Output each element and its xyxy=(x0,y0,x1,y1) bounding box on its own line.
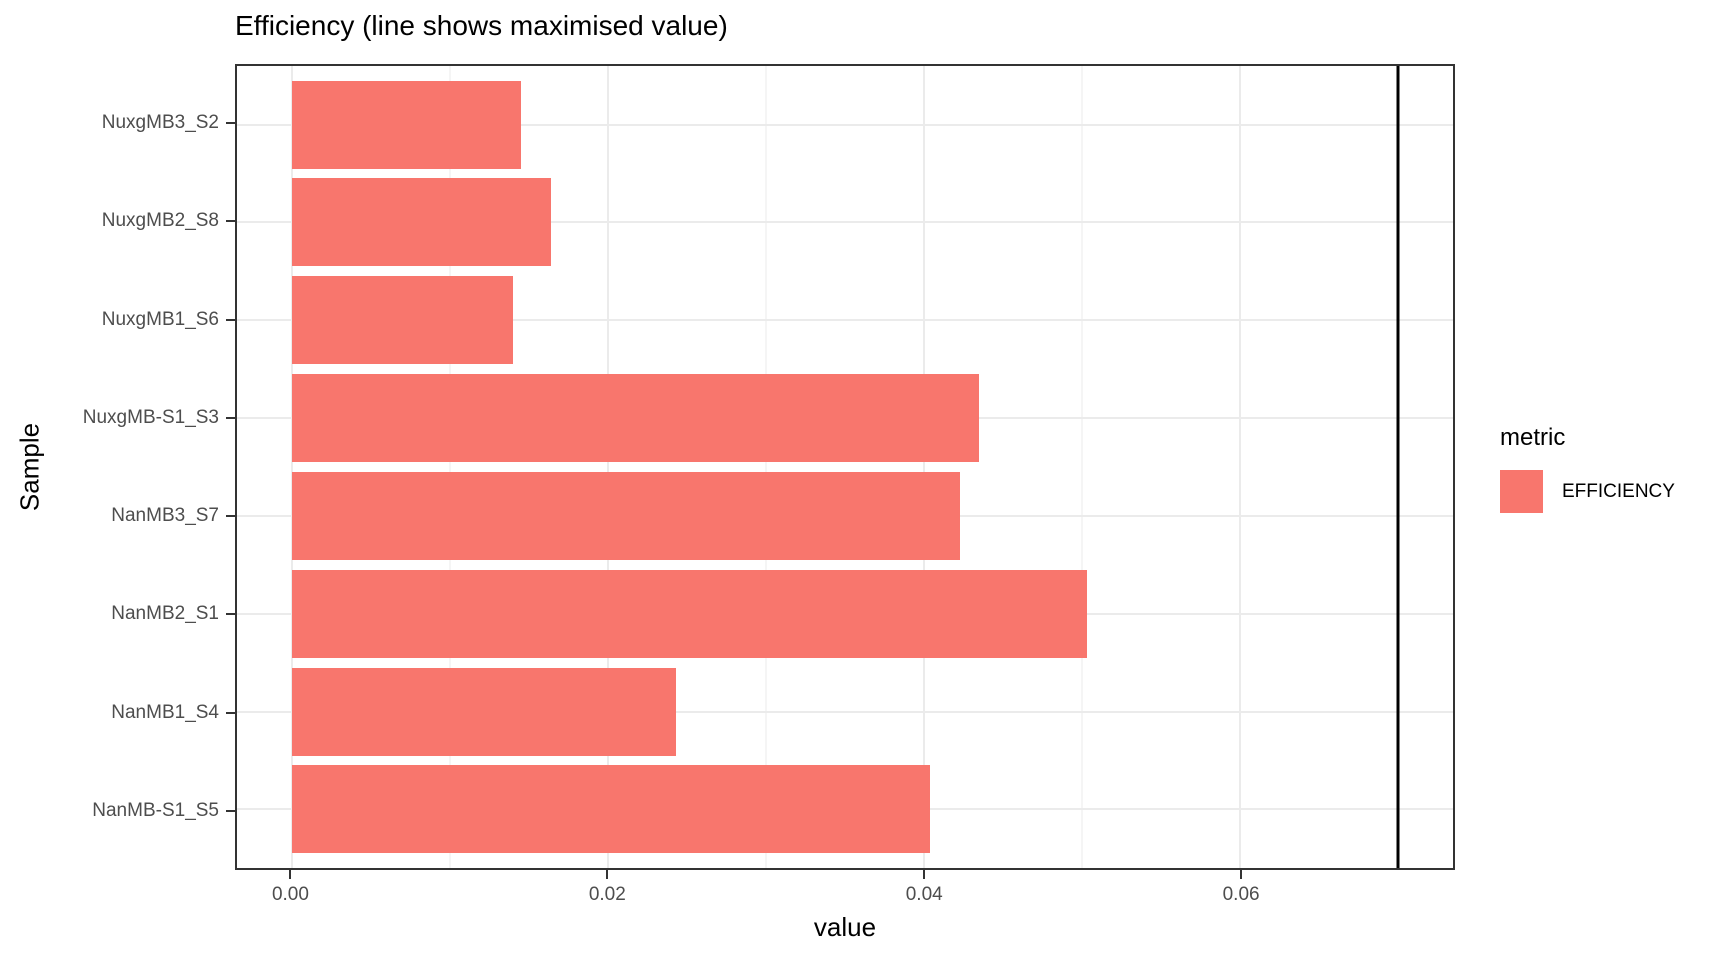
reference-line xyxy=(1396,66,1400,868)
bar-NanMB2_S1 xyxy=(292,569,1087,658)
x-axis-title: value xyxy=(813,912,877,942)
x-tick-mark xyxy=(606,870,609,879)
y-tick-mark xyxy=(226,810,235,813)
y-tick-label: NanMB3_S7 xyxy=(111,505,219,527)
y-tick-mark xyxy=(226,121,235,124)
chart-title: Efficiency (line shows maximised value) xyxy=(235,10,728,41)
x-gridline-major xyxy=(922,66,925,868)
y-tick-mark xyxy=(226,613,235,616)
legend-key-swatch xyxy=(1500,470,1543,513)
x-gridline-major xyxy=(1238,66,1241,868)
x-tick-label: 0.04 xyxy=(905,884,943,905)
bar-NuxgMB1_S6 xyxy=(292,276,514,365)
legend-entry: EFFICIENCY xyxy=(1500,470,1675,513)
x-tick-label: 0.00 xyxy=(271,884,309,905)
y-tick-mark xyxy=(226,416,235,419)
y-tick-label: NuxgMB3_S2 xyxy=(101,111,219,133)
x-tick-label: 0.02 xyxy=(588,884,626,905)
x-gridline-minor xyxy=(449,66,451,868)
x-tick-mark xyxy=(923,870,926,879)
y-axis-title: Sample xyxy=(14,422,45,512)
x-axis: 0.00 0.02 0.04 0.06 xyxy=(235,870,1455,920)
y-tick-mark xyxy=(226,220,235,223)
y-tick-mark xyxy=(226,515,235,518)
bar-NuxgMB2_S8 xyxy=(292,178,552,267)
plot-panel-inner xyxy=(237,66,1453,868)
x-gridline-major xyxy=(291,66,294,868)
bar-NanMB3_S7 xyxy=(292,471,961,560)
y-tick-label: NanMB-S1_S5 xyxy=(92,800,219,822)
y-gridline-major xyxy=(237,123,1453,126)
x-gridline-minor xyxy=(765,66,767,868)
y-gridline-major xyxy=(237,319,1453,322)
legend-title: metric xyxy=(1500,424,1566,451)
x-gridline-minor xyxy=(1081,66,1083,868)
y-tick-label: NuxgMB2_S8 xyxy=(101,210,219,232)
x-tick-label: 0.06 xyxy=(1222,884,1260,905)
y-axis: NuxgMB3_S2 NuxgMB2_S8 NuxgMB1_S6 NuxgMB-S1_… xyxy=(0,64,235,870)
x-tick-mark xyxy=(289,870,292,879)
bar-NuxgMB3_S2 xyxy=(292,80,522,169)
y-tick-label: NanMB2_S1 xyxy=(111,603,219,625)
y-tick-mark xyxy=(226,711,235,714)
plot-panel xyxy=(235,64,1455,870)
legend: metric EFFICIENCY xyxy=(1500,424,1675,513)
y-tick-label: NuxgMB-S1_S3 xyxy=(82,406,219,428)
y-tick-label: NanMB1_S4 xyxy=(111,701,219,723)
bar-NanMB-S1_S5 xyxy=(292,765,931,854)
x-gridline-major xyxy=(607,66,610,868)
x-tick-mark xyxy=(1240,870,1243,879)
bar-NanMB1_S4 xyxy=(292,667,677,756)
y-gridline-major xyxy=(237,221,1453,224)
y-gridline-major xyxy=(237,710,1453,713)
legend-entry-label: EFFICIENCY xyxy=(1562,480,1675,502)
bar-NuxgMB-S1_S3 xyxy=(292,374,980,463)
y-tick-mark xyxy=(226,318,235,321)
y-tick-label: NuxgMB1_S6 xyxy=(101,308,219,330)
